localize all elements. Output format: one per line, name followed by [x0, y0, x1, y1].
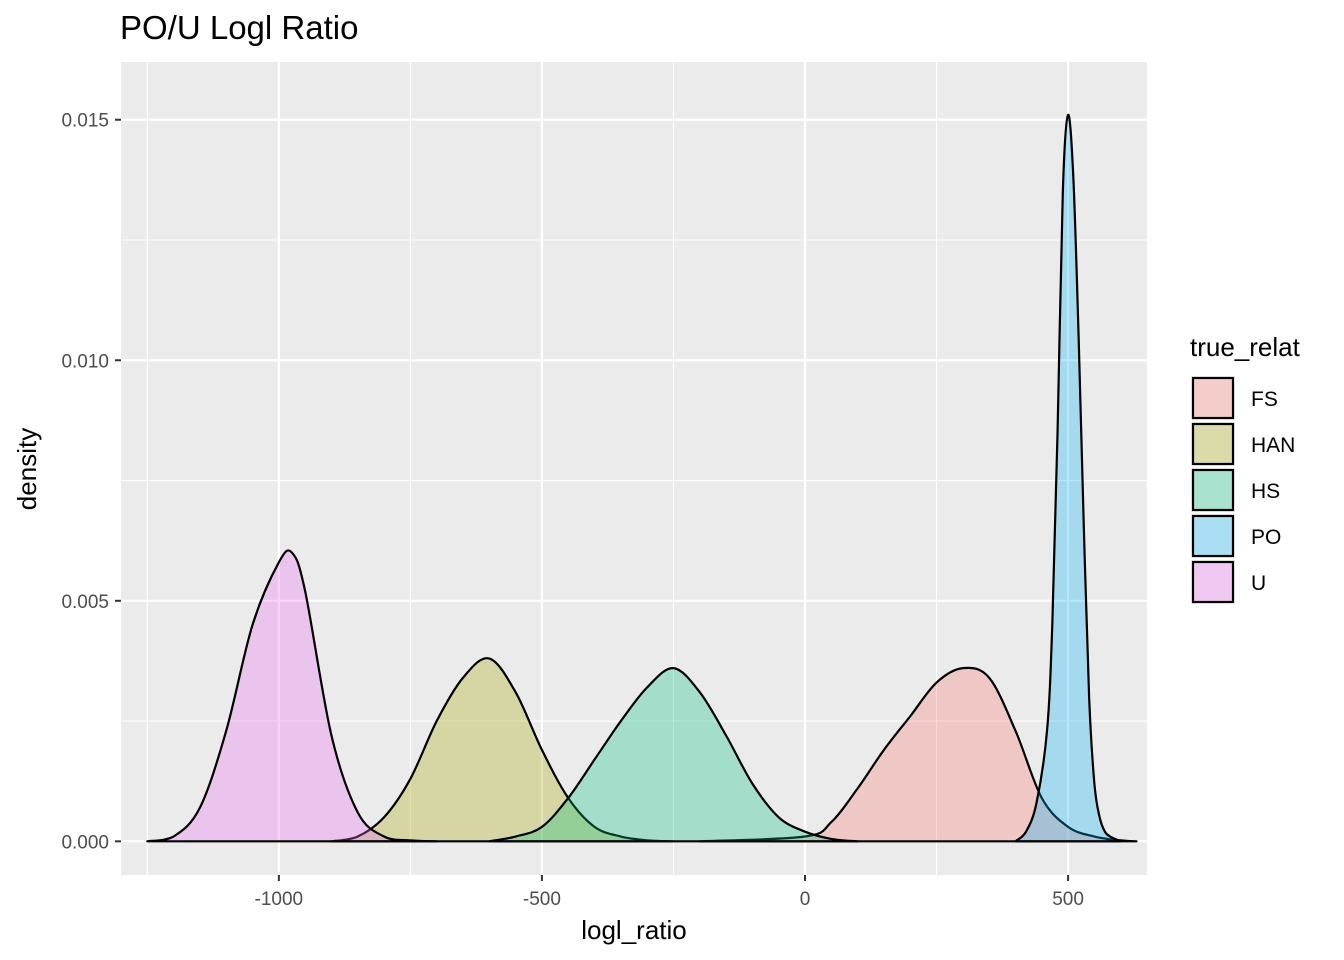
grid-lines: [121, 62, 1147, 875]
legend-label-hs: HS: [1251, 480, 1280, 503]
legend-key-po: [1191, 514, 1235, 558]
legend-label-po: PO: [1251, 526, 1281, 549]
legend-key-bg: [1191, 376, 1235, 420]
legend-key-bg: [1191, 514, 1235, 558]
y-tick-label: 0.010: [61, 351, 109, 372]
legend-label-han: HAN: [1251, 434, 1295, 457]
density-area-u: [146, 549, 438, 843]
axis-ticks: [115, 118, 1070, 881]
x-tick-label: 0: [800, 889, 811, 910]
y-axis-title: density: [12, 428, 42, 510]
density-area-hs: [488, 667, 859, 843]
y-tick-label: 0.015: [61, 111, 109, 132]
x-tick-label: 500: [1052, 889, 1084, 910]
legend-key-u: [1191, 560, 1235, 604]
legend-title: true_relat: [1190, 332, 1301, 362]
plot-panel: [121, 62, 1147, 875]
legend-key-han: [1191, 422, 1235, 466]
x-tick-label: -500: [523, 889, 561, 910]
density-areas: [146, 113, 1138, 843]
legend-items: FS HAN HS PO U: [1191, 376, 1295, 604]
x-axis-title: logl_ratio: [581, 915, 687, 945]
legend-label-fs: FS: [1251, 388, 1278, 411]
y-axis-tick-labels: 0.000 0.005 0.010 0.015: [61, 111, 109, 854]
density-area-po: [1014, 113, 1122, 843]
density-area-han: [330, 657, 675, 843]
x-tick-label: -1000: [255, 889, 304, 910]
legend-key-bg: [1191, 422, 1235, 466]
chart-title: PO/U Logl Ratio: [120, 9, 358, 46]
legend-key-hs: [1191, 468, 1235, 512]
legend-key-fs: [1191, 376, 1235, 420]
y-tick-label: 0.005: [61, 592, 109, 613]
legend-key-bg: [1191, 468, 1235, 512]
density-area-fs: [698, 666, 1138, 843]
legend-label-u: U: [1251, 572, 1266, 595]
legend-key-bg: [1191, 560, 1235, 604]
y-tick-label: 0.000: [61, 832, 109, 853]
x-axis-tick-labels: -1000 -500 0 500: [255, 889, 1084, 910]
legend: true_relat FS HAN HS PO U: [1190, 332, 1301, 604]
